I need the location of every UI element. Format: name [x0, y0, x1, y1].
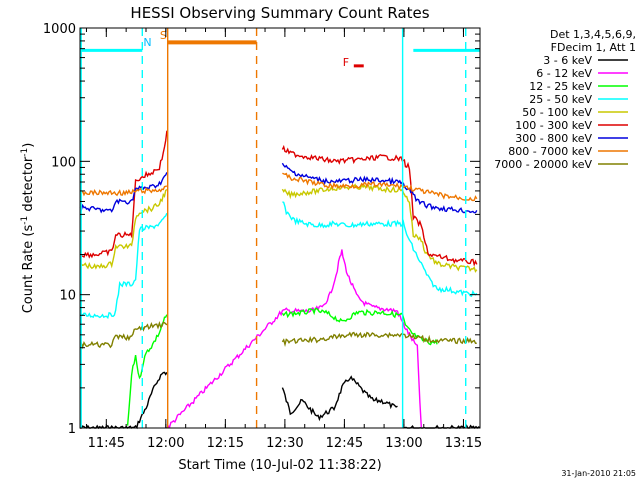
legend-label: 7000 - 20000 keV — [494, 158, 592, 171]
series-line — [282, 201, 478, 298]
series-line — [79, 185, 168, 197]
legend-label: 12 - 25 keV — [529, 80, 592, 93]
series-3 — [79, 201, 478, 320]
x-tick-label: 13:00 — [385, 436, 422, 451]
annotation-n: N — [143, 36, 151, 49]
series-line — [281, 331, 477, 348]
plot-frame — [79, 27, 481, 429]
series-line — [79, 188, 168, 270]
series-6 — [79, 162, 478, 214]
x-tick-label: 12:30 — [266, 436, 303, 451]
series-line — [166, 249, 422, 429]
x-tick-label: 11:45 — [88, 436, 125, 451]
marker-layer: NS F — [80, 28, 480, 428]
series-line — [79, 212, 168, 320]
y-tick-label: 1 — [68, 422, 76, 437]
series-line — [281, 307, 438, 346]
series-8 — [79, 320, 477, 350]
x-tick-label: 12:45 — [326, 436, 363, 451]
legend-label: 25 - 50 keV — [529, 93, 592, 106]
series-7 — [79, 40, 478, 202]
series-line — [79, 172, 168, 214]
legend-label: 6 - 12 keV — [536, 67, 592, 80]
footer-date: 31-Jan-2010 21:05 — [561, 469, 636, 478]
legend-label: 800 - 7000 keV — [508, 145, 592, 158]
legend-label: 50 - 100 keV — [522, 106, 592, 119]
series-line — [281, 375, 398, 422]
y-tick-label: 100 — [51, 155, 76, 170]
plot-area: NS F — [79, 27, 481, 430]
x-axis: 11:45 12:00 12:15 12:30 12:45 13:00 13:15 — [85, 28, 482, 451]
legend-header-line-2: FDecim 1, Att 1 — [551, 41, 636, 54]
series-2 — [126, 307, 438, 426]
series-line — [79, 320, 168, 350]
series-1 — [166, 249, 422, 429]
legend: Det 1,3,4,5,6,9, FDecim 1, Att 1 3 - 6 k… — [494, 28, 636, 171]
y-tick-label: 1000 — [43, 22, 76, 37]
y-axis: 1 10 100 1000 — [43, 22, 480, 437]
x-tick-label: 12:15 — [207, 436, 244, 451]
legend-label: 100 - 300 keV — [515, 119, 592, 132]
legend-label: 3 - 6 keV — [543, 54, 592, 67]
chart-title: HESSI Observing Summary Count Rates — [130, 4, 429, 22]
x-axis-label: Start Time (10-Jul-02 11:38:22) — [178, 458, 381, 473]
legend-label: 300 - 800 keV — [515, 132, 592, 145]
series-line — [281, 144, 478, 267]
series-4 — [79, 183, 478, 273]
x-tick-label: 13:15 — [445, 436, 482, 451]
series-line — [79, 130, 168, 259]
series-line — [281, 183, 478, 273]
series-line — [126, 314, 168, 426]
y-axis-label: Count Rate (s-1 detector-1) — [20, 143, 36, 314]
series-5 — [79, 130, 478, 267]
x-tick-label: 12:00 — [147, 436, 184, 451]
series-line — [282, 172, 478, 202]
legend-header-line-1: Det 1,3,4,5,6,9, — [550, 28, 636, 41]
y-tick-label: 10 — [59, 289, 76, 304]
series-line — [281, 162, 478, 214]
annotation-f: F — [343, 56, 349, 69]
annotation-s: S — [160, 29, 167, 42]
